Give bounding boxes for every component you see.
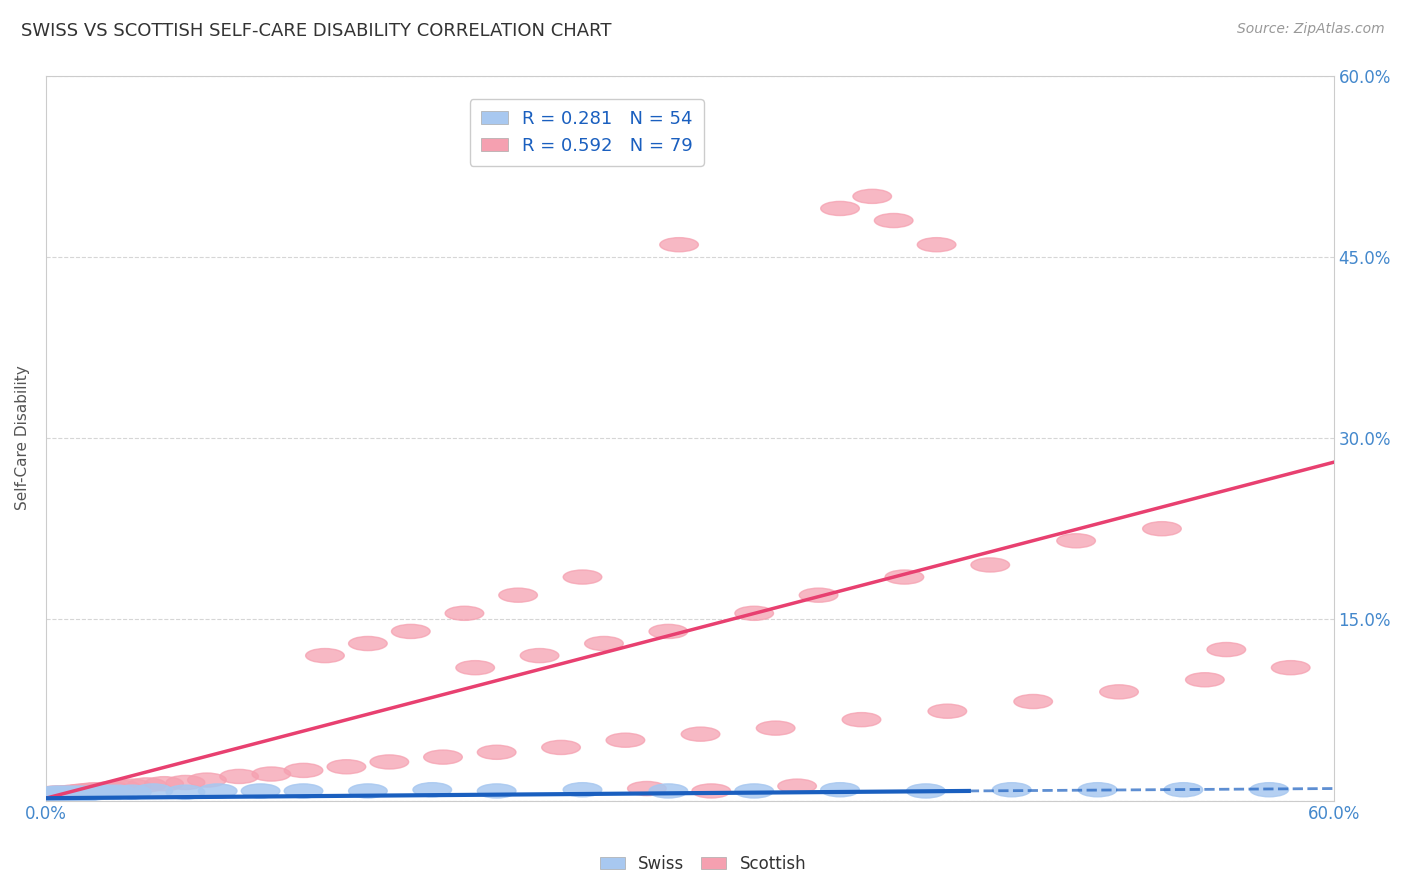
Y-axis label: Self-Care Disability: Self-Care Disability: [15, 366, 30, 510]
Legend: R = 0.281   N = 54, R = 0.592   N = 79: R = 0.281 N = 54, R = 0.592 N = 79: [470, 99, 704, 166]
Legend: Swiss, Scottish: Swiss, Scottish: [593, 848, 813, 880]
Text: Source: ZipAtlas.com: Source: ZipAtlas.com: [1237, 22, 1385, 37]
Text: SWISS VS SCOTTISH SELF-CARE DISABILITY CORRELATION CHART: SWISS VS SCOTTISH SELF-CARE DISABILITY C…: [21, 22, 612, 40]
